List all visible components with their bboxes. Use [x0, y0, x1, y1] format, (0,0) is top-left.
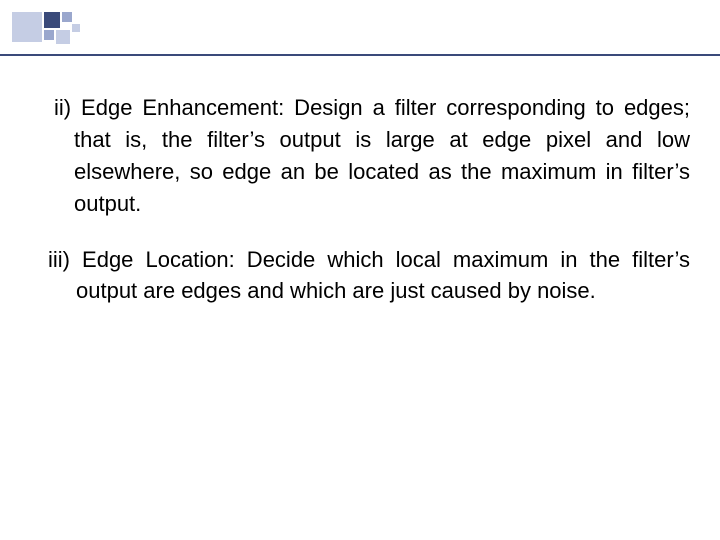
slide-content: ii) Edge Enhancement: Design a filter co…: [30, 92, 690, 331]
paragraph-edge-location: iii) Edge Location: Decide which local m…: [30, 244, 690, 308]
decoration-square: [62, 12, 72, 22]
decoration-square: [12, 12, 42, 42]
decoration-square: [44, 12, 60, 28]
decoration-square: [56, 30, 70, 44]
slide-header-decoration: [0, 0, 720, 58]
paragraph-edge-enhancement: ii) Edge Enhancement: Design a filter co…: [30, 92, 690, 220]
decoration-square: [72, 24, 80, 32]
decoration-square: [44, 30, 54, 40]
header-divider-line: [0, 54, 720, 56]
